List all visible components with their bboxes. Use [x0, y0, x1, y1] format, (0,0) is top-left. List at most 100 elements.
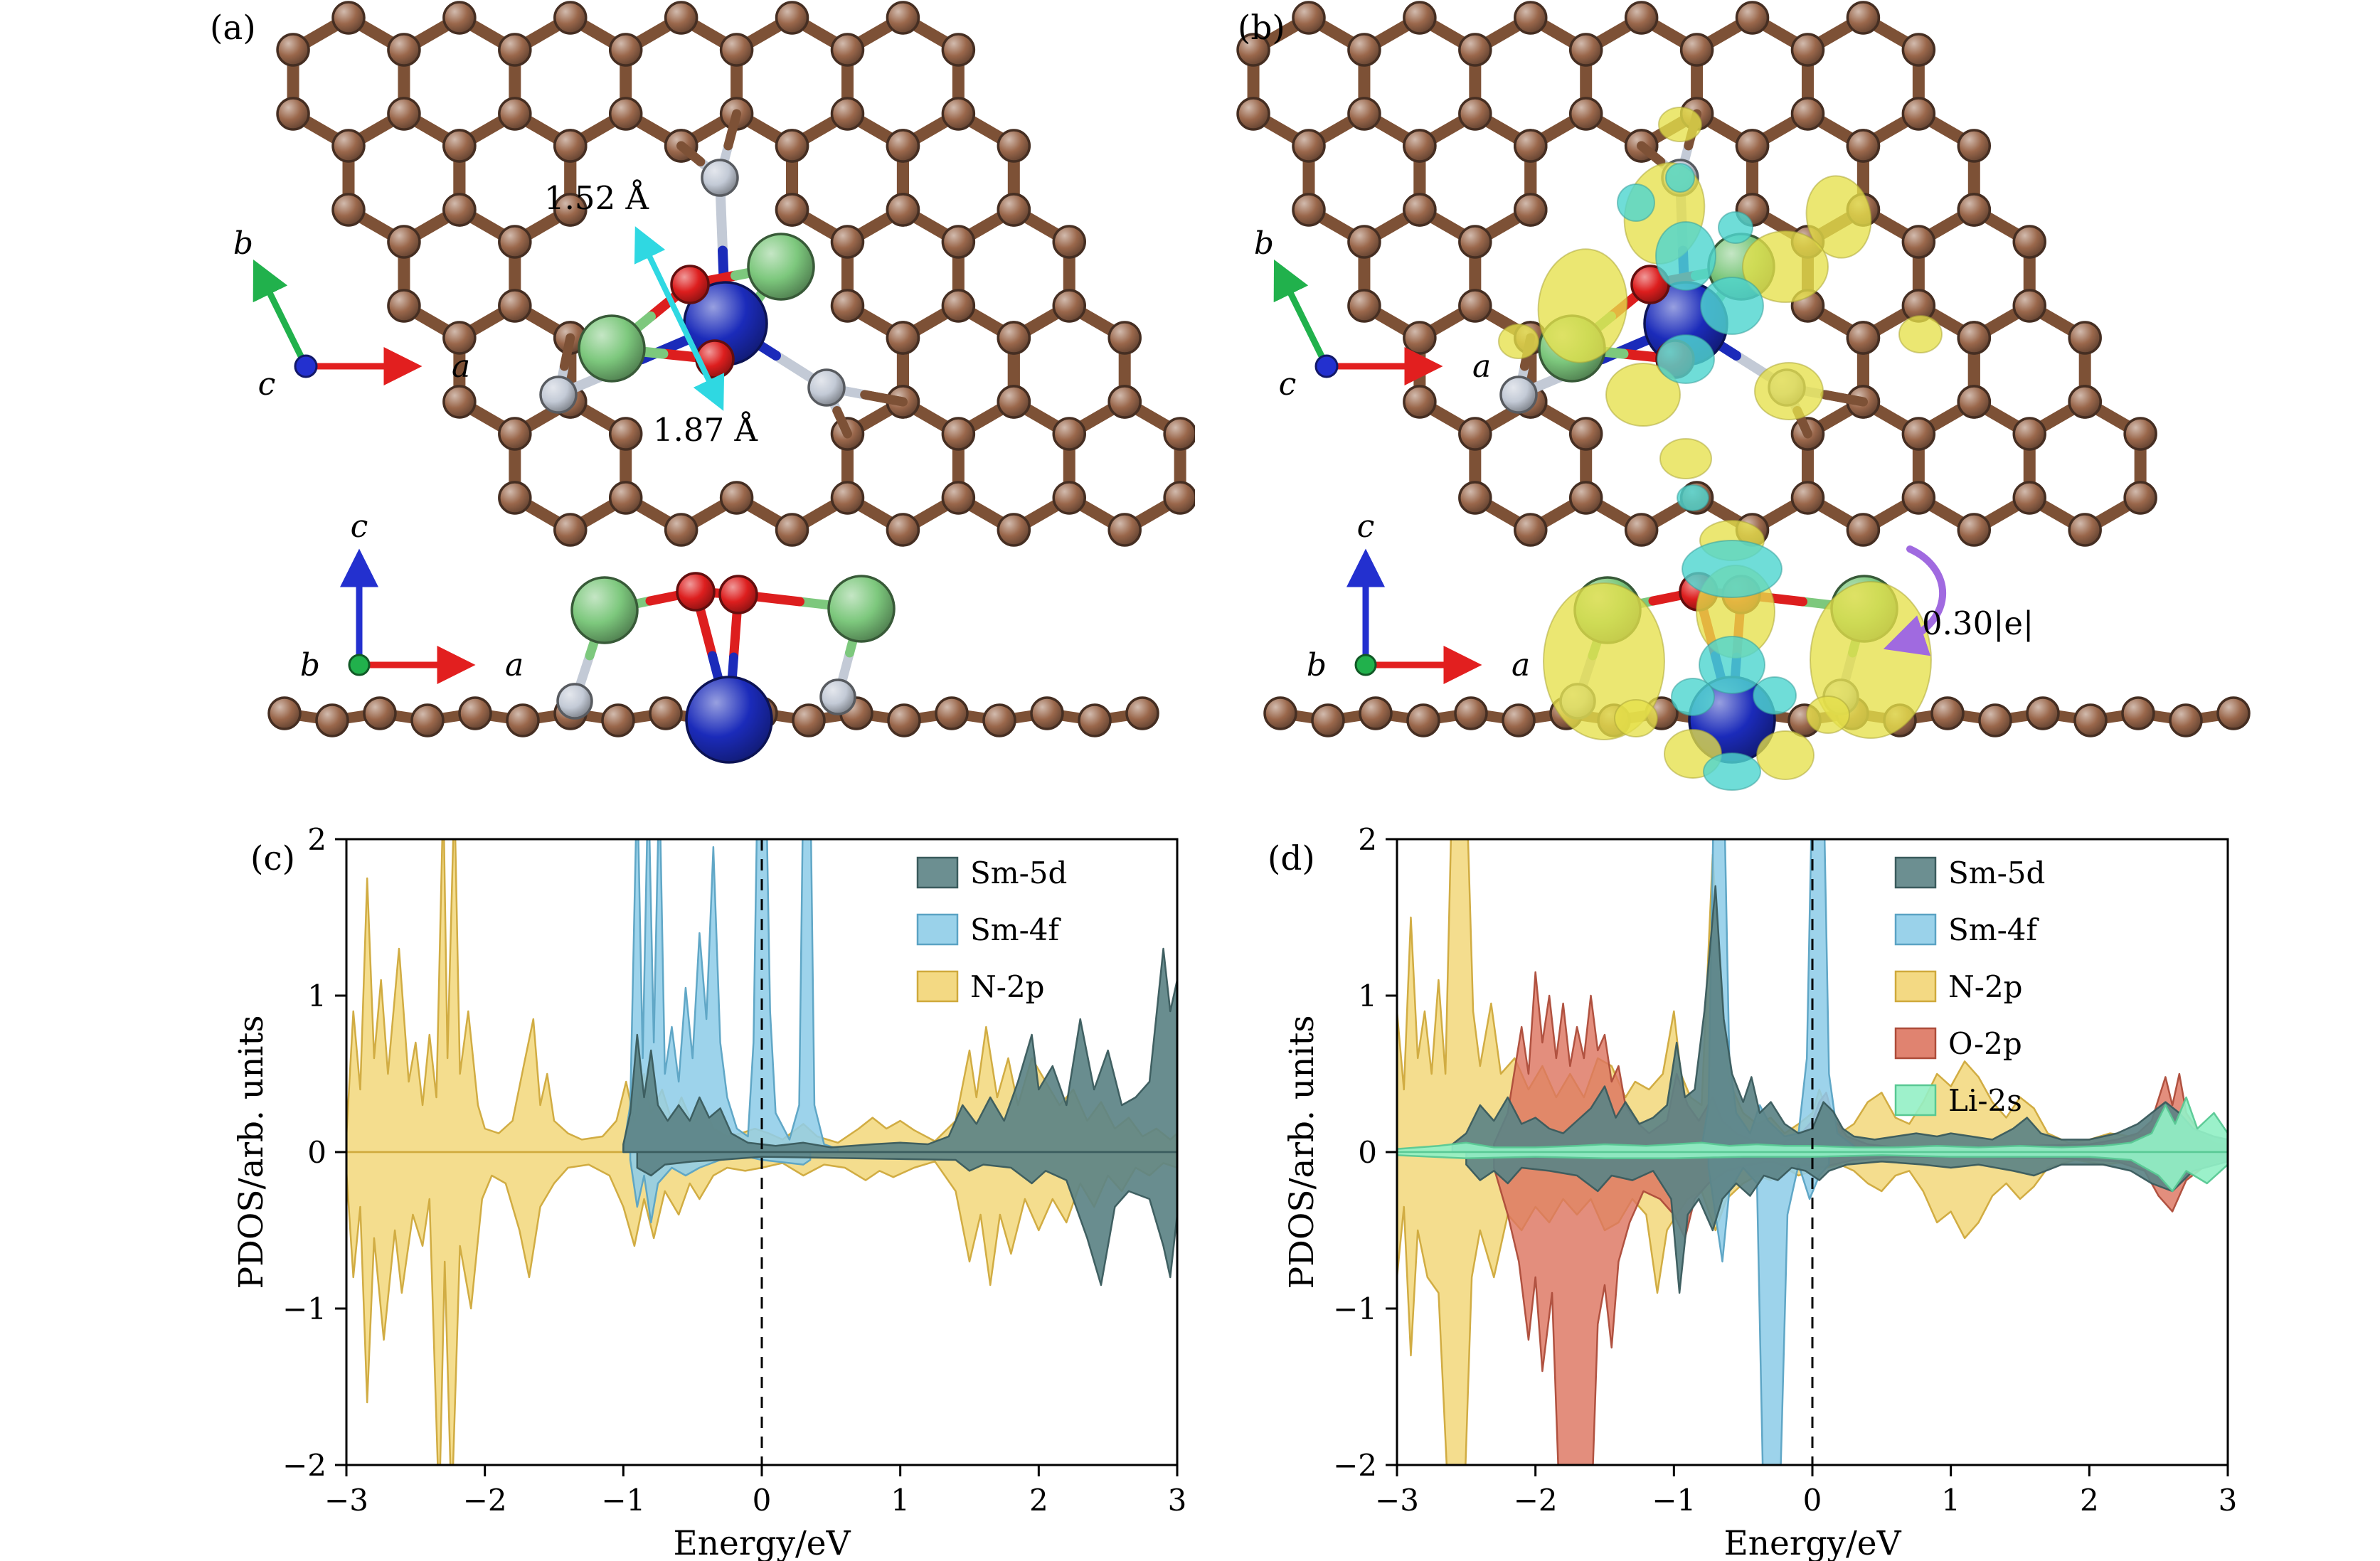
atom-C — [2169, 703, 2203, 737]
atom-C — [982, 703, 1016, 737]
y-axis-title: PDOS/arb. units — [1282, 1016, 1322, 1289]
atom-C — [1568, 417, 1603, 451]
atom-C — [649, 696, 683, 730]
axis-label-a: a — [1472, 348, 1491, 385]
atom-C — [1403, 1, 1437, 35]
x-tick-label: −3 — [1375, 1483, 1419, 1518]
charge-transfer-arrow — [1883, 545, 1946, 656]
legend-label: Sm-4f — [1948, 912, 2040, 947]
atom-C — [886, 321, 920, 355]
atom-C — [886, 193, 920, 227]
atom-C — [553, 129, 588, 163]
atom-C — [997, 513, 1031, 547]
atom-C — [410, 703, 445, 737]
atom-C — [1978, 703, 2012, 737]
x-tick-label: 3 — [2219, 1483, 2238, 1518]
isosurface-top — [1498, 107, 1943, 511]
atom-C — [442, 321, 477, 355]
atom-C — [608, 97, 643, 131]
atom-N — [539, 375, 578, 414]
bond — [559, 333, 575, 371]
legend-label: O-2p — [1948, 1026, 2022, 1061]
atom-C — [1163, 481, 1195, 515]
legend-swatch — [1894, 970, 1937, 1003]
atom-C — [1311, 703, 1345, 737]
series-Sm-4f-up — [622, 839, 839, 1154]
double-arrow — [634, 226, 725, 411]
atom-C — [1901, 417, 1936, 451]
atom-C — [1568, 33, 1603, 67]
atom-O — [670, 265, 710, 304]
atom-C — [1735, 129, 1770, 163]
y-tick-label: −1 — [1333, 1291, 1377, 1326]
series-Sm-5d-up — [1451, 885, 2228, 1154]
atom-C — [387, 225, 421, 259]
legend-swatch — [916, 913, 959, 946]
atom-C — [553, 193, 588, 227]
bond-length-arrow — [634, 226, 725, 411]
atom-C — [886, 513, 920, 547]
axis-label-b: b — [300, 647, 320, 683]
atom-C — [792, 703, 826, 737]
atom-C — [2068, 513, 2102, 547]
isosurface-blob — [1605, 363, 1681, 427]
atom-C — [2012, 289, 2046, 323]
isosurface-blob — [1498, 324, 1539, 359]
atom-C — [331, 193, 366, 227]
series-O-2p-down — [1493, 1151, 2228, 1465]
atom-C — [1846, 513, 1881, 547]
atom-C — [1347, 289, 1381, 323]
isosurface-blob — [1614, 699, 1658, 737]
atom-C — [553, 513, 588, 547]
y-axis-title: PDOS/arb. units — [232, 1016, 271, 1289]
atom-C — [1163, 417, 1195, 451]
atom-C — [1078, 703, 1112, 737]
x-tick-label: −3 — [324, 1483, 368, 1518]
atom-C — [1347, 225, 1381, 259]
axes-gizmo: c a b — [300, 508, 524, 684]
x-tick-label: 2 — [2080, 1483, 2099, 1518]
atom-C — [941, 33, 976, 67]
atom-C — [2123, 417, 2157, 451]
atom-C — [997, 193, 1031, 227]
bond — [1637, 141, 1666, 166]
pdos-series — [1397, 839, 2228, 1465]
atom-Li — [578, 314, 646, 383]
atom-C — [1679, 33, 1714, 67]
atom-C — [608, 33, 643, 67]
atom-Li — [827, 575, 896, 643]
legend: Sm-5d Sm-4f N-2p — [916, 856, 1067, 1004]
atom-C — [1052, 481, 1086, 515]
atom-C — [1624, 1, 1659, 35]
series-N-2p-down — [346, 1151, 1177, 1465]
isosurface-blob — [1806, 696, 1850, 734]
atom-C — [1901, 97, 1936, 131]
y-tick-label: 2 — [1358, 825, 1377, 857]
panel-label-c: (c) — [250, 839, 295, 878]
atom-C — [1107, 321, 1142, 355]
atom-C — [442, 129, 477, 163]
legend-label: N-2p — [1948, 969, 2023, 1004]
atom-C — [1359, 696, 1393, 730]
atom-C — [458, 696, 492, 730]
x-tick-label: −2 — [1514, 1483, 1558, 1518]
atom-C — [941, 289, 976, 323]
atom-C — [387, 97, 421, 131]
atom-C — [830, 33, 865, 67]
y-tick-label: −2 — [1333, 1448, 1377, 1483]
atom-C — [553, 1, 588, 35]
atom-C — [1292, 193, 1326, 227]
axes-gizmo: a b c — [1254, 225, 1491, 403]
atom-N — [819, 678, 856, 715]
bond — [860, 390, 908, 407]
y-tick-label: 0 — [1358, 1135, 1377, 1170]
isosurface-blob — [1658, 107, 1702, 142]
atom-N — [556, 683, 593, 720]
atom-C — [1846, 321, 1881, 355]
atom-C — [1901, 481, 1936, 515]
atom-Li — [747, 233, 815, 301]
side-view — [267, 572, 1159, 764]
b-axis-arrow — [1273, 259, 1330, 368]
isosurface-blob — [1898, 315, 1943, 353]
